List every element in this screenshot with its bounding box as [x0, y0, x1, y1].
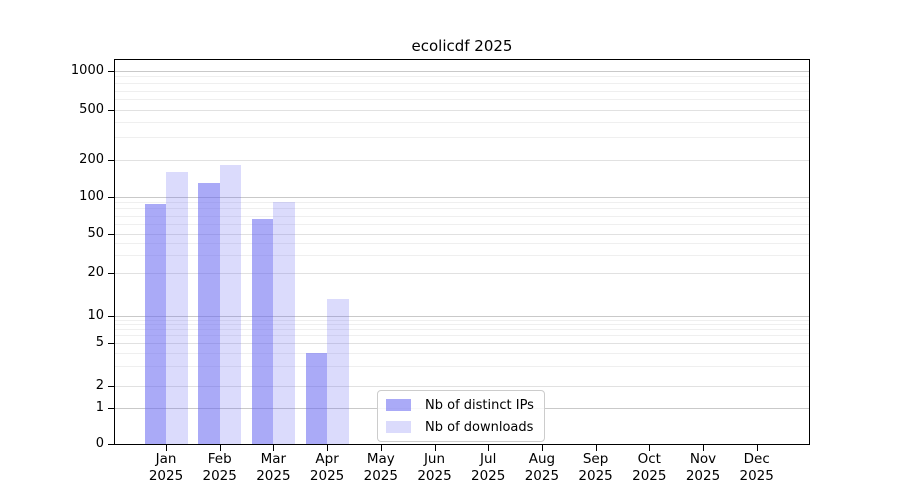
x-tick-mark-may: [380, 445, 382, 451]
y-tick-mark-0: [108, 444, 114, 445]
y-tick-label-1: 1: [95, 399, 104, 415]
x-tick-label-jan: Jan 2025: [148, 451, 184, 484]
x-tick-mark-feb: [219, 445, 221, 451]
legend-item-distinct-ips: Nb of distinct IPs: [386, 396, 534, 414]
y-tick-label-1000: 1000: [70, 62, 104, 78]
gridline-90: [115, 202, 809, 204]
y-tick-label-50: 50: [87, 225, 104, 241]
bar-ips-apr: [305, 352, 328, 444]
x-tick-label-jul: Jul 2025: [471, 451, 506, 484]
gridline-6: [115, 335, 809, 337]
legend-swatch-distinct-ips: [386, 399, 411, 411]
bar-ips-jan: [144, 203, 166, 444]
gridline-900: [115, 76, 809, 78]
x-tick-label-mar: Mar 2025: [256, 451, 291, 484]
y-tick-mark-200: [108, 159, 114, 161]
gridline-9: [115, 319, 809, 321]
gridline-5: [115, 342, 809, 344]
bar-ips-mar: [251, 218, 274, 444]
legend-swatch-downloads: [386, 421, 411, 433]
gridline-7: [115, 329, 809, 331]
x-tick-mark-jun: [434, 445, 436, 451]
y-tick-mark-1: [108, 407, 114, 409]
x-tick-label-aug: Aug 2025: [524, 451, 560, 484]
bar-ips-feb: [198, 182, 220, 444]
x-tick-mark-apr: [327, 445, 329, 451]
legend: Nb of distinct IPs Nb of downloads: [377, 390, 545, 442]
x-tick-label-may: May 2025: [363, 451, 398, 484]
gridline-60: [115, 223, 809, 225]
gridline-800: [115, 83, 809, 85]
x-tick-mark-oct: [649, 445, 651, 451]
gridline-70: [115, 215, 809, 217]
bar-downloads-feb: [219, 165, 242, 444]
gridline-80: [115, 208, 809, 210]
y-tick-mark-50: [108, 233, 114, 235]
y-tick-mark-500: [108, 109, 114, 111]
x-tick-mark-nov: [703, 445, 704, 451]
bar-downloads-jan: [166, 172, 188, 444]
x-tick-mark-aug: [541, 445, 543, 451]
x-tick-label-jun: Jun 2025: [417, 451, 452, 484]
x-tick-mark-sep: [595, 445, 597, 451]
y-tick-mark-100: [108, 196, 114, 198]
y-tick-mark-5: [108, 342, 114, 344]
gridline-200: [115, 159, 809, 161]
y-tick-label-500: 500: [79, 101, 104, 117]
gridline-100: [115, 196, 809, 198]
x-tick-label-oct: Oct 2025: [632, 451, 667, 484]
plot-area: [114, 59, 810, 445]
legend-item-downloads: Nb of downloads: [386, 418, 534, 436]
gridline-50: [115, 233, 809, 235]
y-tick-label-10: 10: [87, 307, 104, 323]
y-tick-mark-20: [108, 272, 114, 274]
x-tick-mark-mar: [273, 445, 275, 451]
y-tick-mark-2: [108, 385, 114, 387]
y-tick-label-2: 2: [95, 377, 104, 393]
y-tick-mark-10: [108, 315, 114, 317]
legend-label-distinct-ips: Nb of distinct IPs: [425, 397, 534, 413]
gridline-3: [115, 366, 809, 368]
gridline-400: [115, 121, 809, 123]
gridline-20: [115, 272, 809, 274]
x-tick-mark-jan: [166, 445, 167, 451]
x-tick-label-apr: Apr 2025: [309, 451, 345, 484]
y-tick-label-20: 20: [87, 264, 104, 280]
y-tick-label-0: 0: [95, 436, 104, 451]
x-tick-label-dec: Dec 2025: [739, 451, 774, 484]
y-tick-label-5: 5: [95, 334, 104, 350]
x-tick-mark-jul: [488, 445, 490, 451]
gridline-1000: [115, 70, 809, 72]
y-tick-mark-1000: [108, 70, 114, 72]
x-tick-label-feb: Feb 2025: [202, 451, 237, 484]
gridline-30: [115, 255, 809, 257]
bar-downloads-mar: [273, 202, 295, 444]
gridline-300: [115, 137, 809, 139]
gridline-500: [115, 109, 809, 111]
gridline-10: [115, 315, 809, 317]
gridline-4: [115, 352, 809, 354]
chart-title: ecolicdf 2025: [411, 37, 513, 55]
x-tick-label-sep: Sep 2025: [578, 451, 613, 484]
gridline-700: [115, 90, 809, 92]
bar-downloads-apr: [327, 299, 349, 444]
gridline-600: [115, 99, 809, 101]
gridline-8: [115, 324, 809, 326]
y-tick-label-200: 200: [79, 151, 104, 167]
gridline-40: [115, 242, 809, 244]
y-tick-label-100: 100: [79, 188, 104, 204]
gridline-2: [115, 385, 809, 387]
x-tick-label-nov: Nov 2025: [685, 451, 721, 484]
x-tick-mark-dec: [756, 445, 758, 451]
legend-label-downloads: Nb of downloads: [425, 419, 534, 435]
